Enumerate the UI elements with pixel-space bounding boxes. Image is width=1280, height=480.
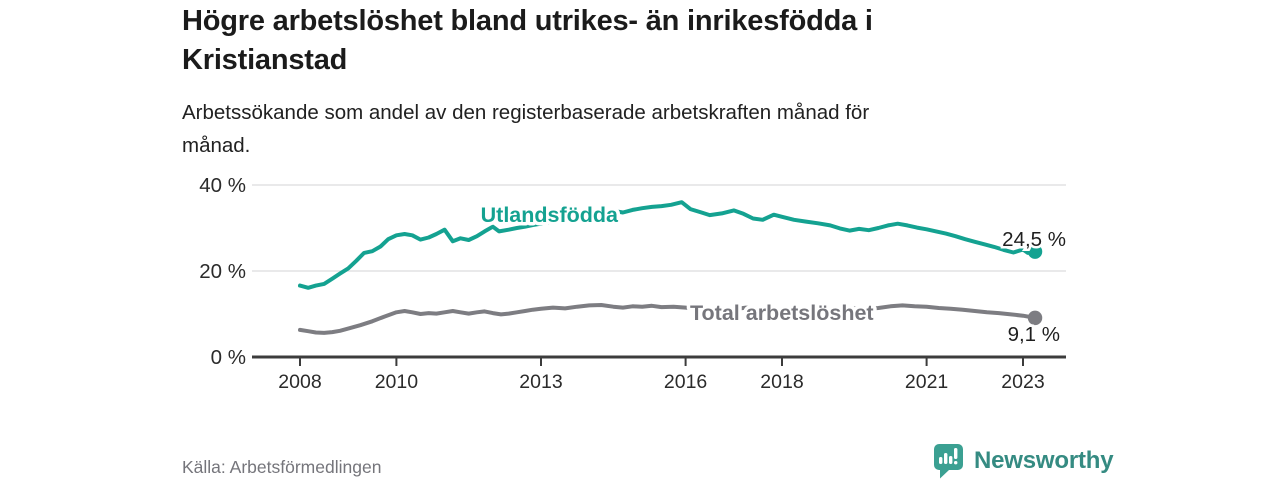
series-label-utlandsfodda: Utlandsfödda (481, 203, 619, 227)
series-line-utlandsfodda (298, 200, 1038, 290)
title-line-1: Högre arbetslöshet bland utrikes- än inr… (182, 5, 873, 37)
x-axis-label: 2018 (760, 371, 803, 393)
speech-bubble-bar-chart-icon (934, 444, 963, 479)
x-axis-label: 2008 (278, 371, 321, 393)
series-line-total (298, 303, 1038, 335)
x-axis-label: 2010 (375, 371, 419, 393)
y-axis-label: 0 % (211, 346, 246, 369)
series-end-dot (1027, 310, 1043, 326)
subtitle-line-2: månad. (182, 134, 251, 157)
chart-subtitle: Arbetssökande som andel av den registerb… (182, 96, 873, 162)
x-axis-label: 2013 (519, 371, 562, 393)
page-title: Högre arbetslöshet bland utrikes- än inr… (182, 2, 873, 80)
series-label-total: Total arbetslöshet (690, 301, 874, 325)
end-value-label: 24,5 % (1002, 228, 1066, 251)
y-axis-label: 40 % (199, 174, 246, 197)
title-line-2: Kristianstad (182, 44, 348, 76)
end-value-label: 9,1 % (1008, 323, 1060, 346)
source-note: Källa: Arbetsförmedlingen (182, 457, 382, 477)
series-end-dot (1027, 244, 1043, 259)
x-axis-label: 2023 (1001, 371, 1044, 393)
x-axis-label: 2021 (905, 371, 948, 393)
x-axis-label: 2016 (664, 371, 707, 393)
header: Högre arbetslöshet bland utrikes- än inr… (182, 2, 873, 162)
y-axis-label: 20 % (199, 260, 246, 283)
subtitle-line-1: Arbetssökande som andel av den registerb… (182, 101, 870, 124)
newsworthy-logo: Newsworthy (932, 443, 1114, 479)
logo-wordmark: Newsworthy (974, 447, 1114, 474)
